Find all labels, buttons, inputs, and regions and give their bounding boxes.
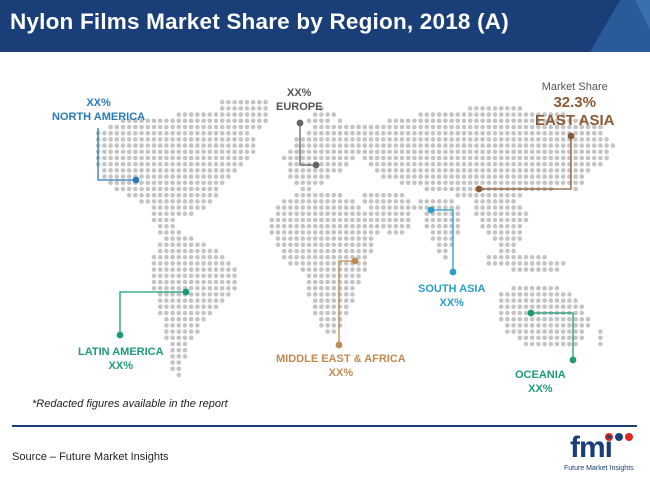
- footnote: *Redacted figures available in the repor…: [32, 398, 228, 410]
- north-america-name: NORTH AMERICA: [52, 111, 146, 123]
- logo-word: fmi: [570, 431, 613, 464]
- label-oceania: OCEANIA XX%: [515, 368, 566, 396]
- label-north-america: XX% NORTH AMERICA: [52, 96, 145, 124]
- label-europe: XX% EUROPE: [276, 86, 322, 114]
- logo-tagline: Future Market Insights: [564, 465, 634, 472]
- label-east-asia: Market Share 32.3% EAST ASIA: [535, 80, 614, 130]
- page-title: Nylon Films Market Share by Region, 2018…: [10, 9, 509, 34]
- world-map: [95, 99, 616, 378]
- latin-america-name: LATIN AMERICA: [78, 346, 164, 358]
- region-leader-lines: [97, 119, 577, 364]
- source-text: Source – Future Market Insights: [12, 451, 169, 463]
- logo-dots-icon: [605, 433, 633, 441]
- label-latin-america: LATIN AMERICA XX%: [78, 345, 164, 373]
- europe-name: EUROPE: [276, 101, 323, 113]
- south-asia-name: SOUTH ASIA: [418, 283, 486, 295]
- header-decoration: [590, 0, 650, 52]
- east-asia-name: EAST ASIA: [535, 112, 615, 129]
- fmi-logo: fmi Future Market Insights: [560, 430, 640, 478]
- oceania-name: OCEANIA: [515, 369, 566, 381]
- south-asia-value: XX%: [439, 297, 464, 309]
- oceania-value: XX%: [528, 383, 553, 395]
- header-banner: Nylon Films Market Share by Region, 2018…: [0, 0, 650, 52]
- footer-divider: [12, 425, 637, 427]
- label-south-asia: SOUTH ASIA XX%: [418, 282, 485, 310]
- east-asia-value: 32.3%: [553, 94, 596, 111]
- middle-east-africa-value: XX%: [328, 367, 354, 379]
- middle-east-africa-name: MIDDLE EAST & AFRICA: [276, 353, 406, 365]
- latin-america-value: XX%: [108, 360, 133, 372]
- europe-value: XX%: [287, 87, 312, 99]
- map-dots: [95, 99, 616, 378]
- market-share-label: Market Share: [541, 81, 608, 93]
- north-america-value: XX%: [86, 97, 111, 109]
- label-middle-east-africa: MIDDLE EAST & AFRICA XX%: [276, 352, 406, 380]
